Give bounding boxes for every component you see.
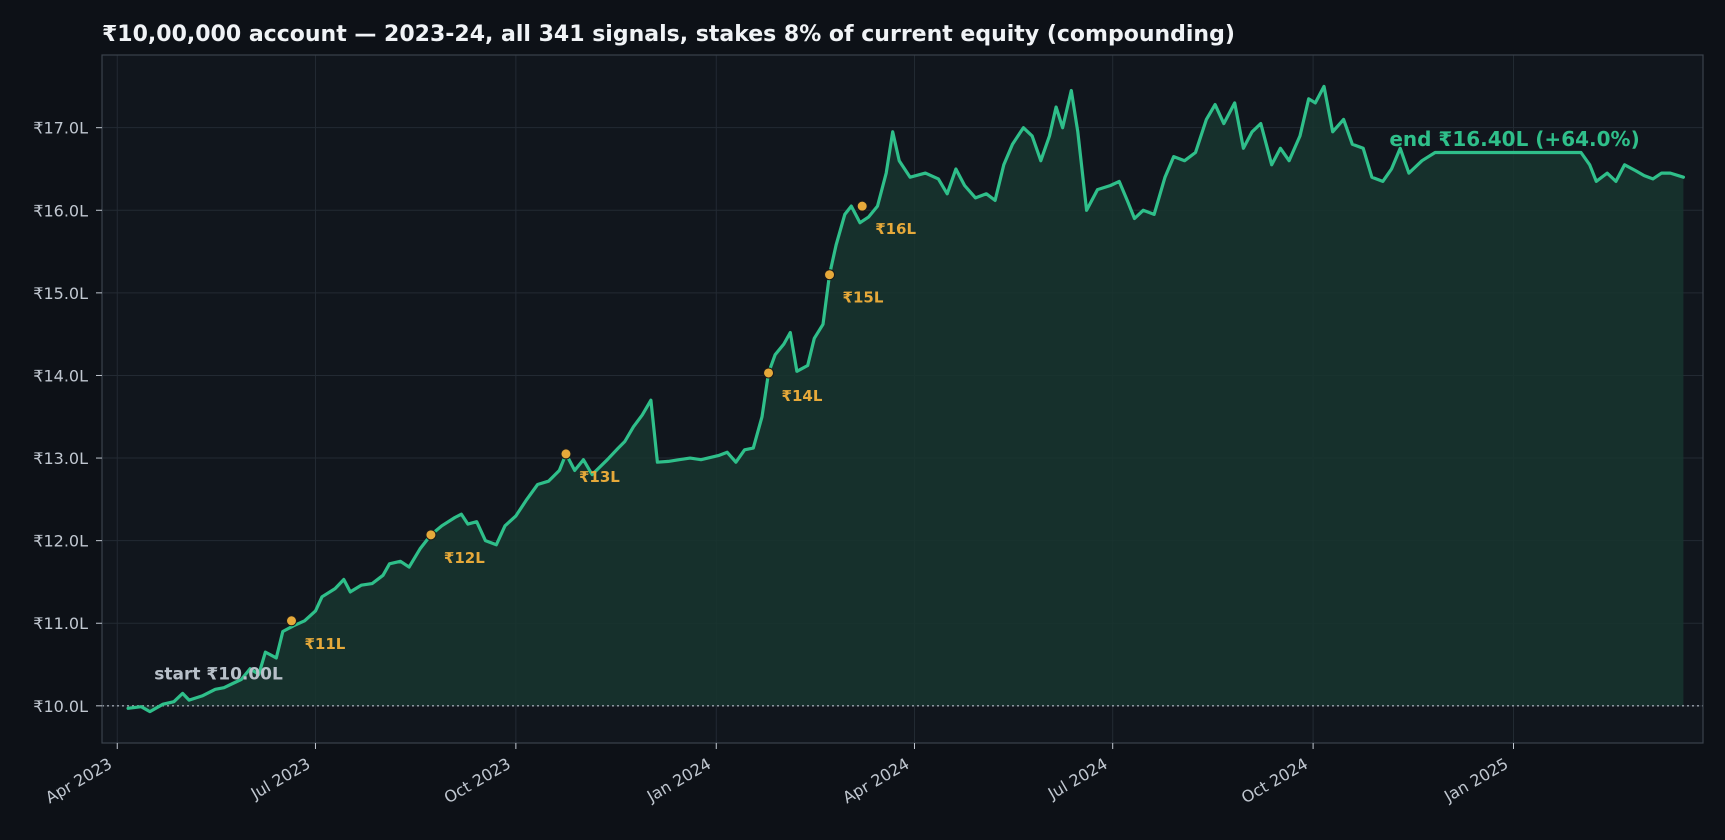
y-tick-label-0: ₹10.0L (33, 697, 88, 716)
series-line-layer (126, 84, 1685, 714)
milestone-label-2: ₹13L (579, 468, 620, 486)
milestone-layer: ₹11L ₹12L ₹13L ₹14L ₹15L ₹16L (286, 200, 917, 653)
annotation-layer: start ₹10.00L end ₹16.40L (+64.0%) (154, 127, 1639, 685)
plot-frame-layer (101, 54, 1704, 744)
end-annotation: end ₹16.40L (+64.0%) (1389, 127, 1639, 151)
plot-frame (101, 54, 1704, 744)
equity-line (126, 84, 1685, 714)
x-tick-label-4: Apr 2024 (839, 754, 912, 807)
milestone-marker-0 (286, 615, 298, 627)
area-fill-layer (128, 86, 1684, 712)
milestone-label-5: ₹16L (875, 220, 916, 238)
milestone-marker-3 (763, 367, 775, 379)
y-tick-label-6: ₹16.0L (33, 201, 88, 220)
milestone-marker-4 (824, 269, 836, 281)
x-tick-label-3: Jan 2024 (643, 754, 714, 806)
start-annotation: start ₹10.00L (154, 664, 283, 684)
y-tick-label-1: ₹11.0L (33, 614, 88, 633)
equity-area-fill (128, 86, 1684, 712)
y-tick-label-5: ₹15.0L (33, 284, 88, 303)
x-tick-label-1: Jul 2023 (247, 754, 314, 804)
x-tick-label-6: Oct 2024 (1238, 754, 1311, 807)
milestone-label-4: ₹15L (843, 289, 884, 307)
x-tick-label-5: Jul 2024 (1044, 754, 1111, 804)
x-tick-label-0: Apr 2023 (42, 754, 115, 807)
x-tick-label-2: Oct 2023 (441, 754, 514, 807)
milestone-label-0: ₹11L (305, 635, 346, 653)
y-tick-label-2: ₹12.0L (33, 532, 88, 551)
milestone-marker-1 (425, 529, 437, 541)
milestone-marker-5 (856, 200, 868, 212)
x-axis-ticks: Apr 2023 Jul 2023 Oct 2023 Jan 2024 Apr 2024… (42, 743, 1514, 807)
milestone-label-3: ₹14L (782, 387, 823, 405)
milestone-marker-2 (560, 448, 572, 460)
y-tick-label-4: ₹14.0L (33, 366, 88, 385)
chart-title: ₹10,00,000 account — 2023-24, all 341 si… (102, 22, 1235, 47)
y-axis-ticks: ₹10.0L ₹11.0L ₹12.0L ₹13.0L ₹14.0L ₹15.0L ₹16.… (33, 119, 102, 716)
y-tick-label-3: ₹13.0L (33, 449, 88, 468)
y-tick-label-7: ₹17.0L (33, 119, 88, 138)
x-tick-label-7: Jan 2025 (1440, 754, 1511, 806)
milestone-label-1: ₹12L (444, 549, 485, 567)
